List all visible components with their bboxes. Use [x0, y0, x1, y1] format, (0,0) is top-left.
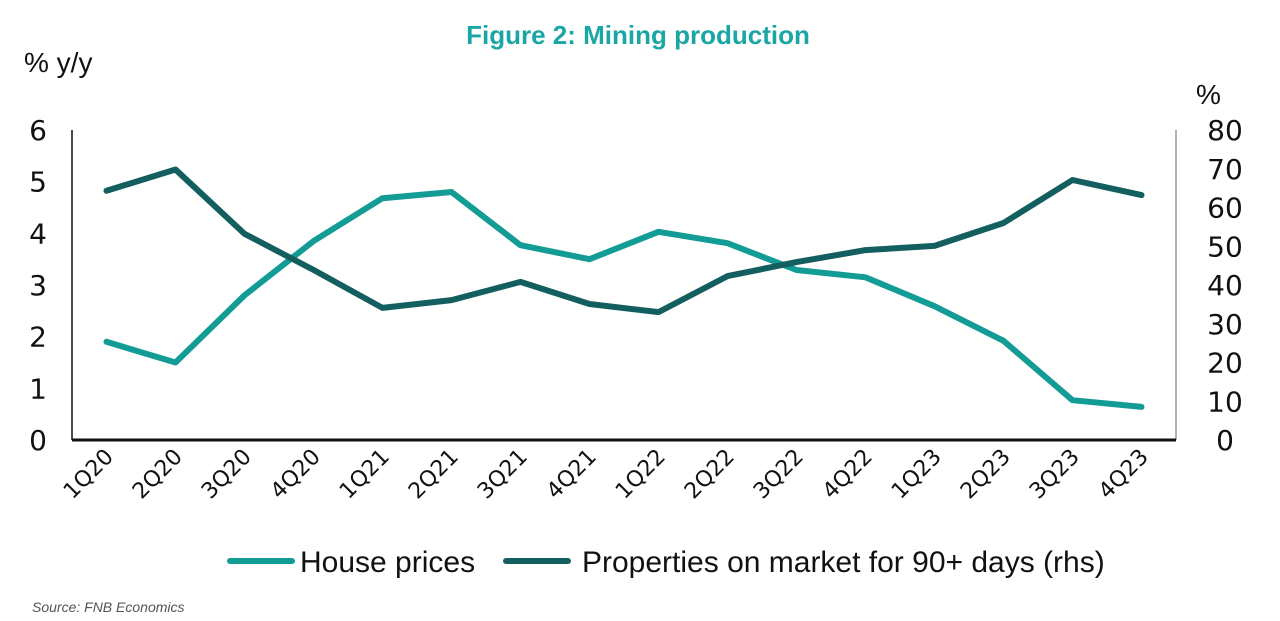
right-tick-label: 60 [1207, 192, 1243, 225]
legend-item: Properties on market for 90+ days (rhs) [503, 546, 1105, 579]
left-tick-label: 3 [29, 269, 47, 302]
legend-label: House prices [300, 546, 475, 579]
left-tick-label: 0 [29, 424, 47, 457]
right-tick-label: 20 [1207, 347, 1243, 380]
legend: House prices Properties on market for 90+… [227, 546, 1105, 579]
right-tick-label: 10 [1207, 385, 1243, 418]
chart-title: Figure 2: Mining production [466, 20, 810, 50]
right-tick-label: 80 [1207, 114, 1243, 147]
left-tick-label: 1 [29, 372, 47, 405]
series-lines [103, 166, 1145, 410]
axes [71, 130, 1177, 442]
x-tick-label: 4Q20 [266, 445, 326, 505]
right-tick-label: 70 [1207, 153, 1243, 186]
x-tick-label: 4Q23 [1094, 445, 1154, 505]
left-tick-label: 6 [29, 114, 47, 147]
left-axis-unit-label: % y/y [24, 47, 92, 78]
left-tick-label: 2 [29, 321, 47, 354]
right-axis-ticks: 0 10 20 30 40 50 60 70 80 [1207, 114, 1243, 457]
x-tick-label: 2Q23 [956, 445, 1016, 505]
right-tick-label: 50 [1207, 230, 1243, 263]
x-tick-label: 3Q22 [749, 445, 809, 505]
x-axis-ticks: 1Q20 2Q20 3Q20 4Q20 1Q21 2Q21 3Q21 4Q21 1Q22 2Q22… [59, 445, 1154, 505]
left-axis-ticks: 0 1 2 3 4 5 6 [29, 114, 47, 457]
x-tick-label: 3Q20 [197, 445, 257, 505]
series-line-house-prices [103, 189, 1145, 410]
x-tick-label: 1Q21 [335, 445, 395, 505]
legend-label: Properties on market for 90+ days (rhs) [582, 546, 1105, 579]
legend-item: House prices [227, 546, 475, 579]
x-tick-label: 3Q23 [1025, 445, 1085, 505]
x-tick-label: 2Q22 [680, 445, 740, 505]
right-tick-label: 30 [1207, 308, 1243, 341]
x-tick-label: 1Q23 [887, 445, 947, 505]
left-tick-label: 5 [29, 166, 47, 199]
x-tick-label: 4Q21 [542, 445, 602, 505]
x-tick-label: 3Q21 [473, 445, 533, 505]
right-axis-unit-label: % [1196, 79, 1221, 110]
x-tick-label: 1Q20 [59, 445, 119, 505]
source-note: Source: FNB Economics [32, 599, 185, 615]
right-tick-label: 0 [1216, 424, 1234, 457]
series-line-properties-90-days [103, 166, 1145, 316]
x-tick-label: 2Q20 [128, 445, 188, 505]
right-tick-label: 40 [1207, 269, 1243, 302]
left-tick-label: 4 [29, 217, 47, 250]
x-tick-label: 4Q22 [818, 445, 878, 505]
x-tick-label: 1Q22 [611, 445, 671, 505]
x-tick-label: 2Q21 [404, 445, 464, 505]
